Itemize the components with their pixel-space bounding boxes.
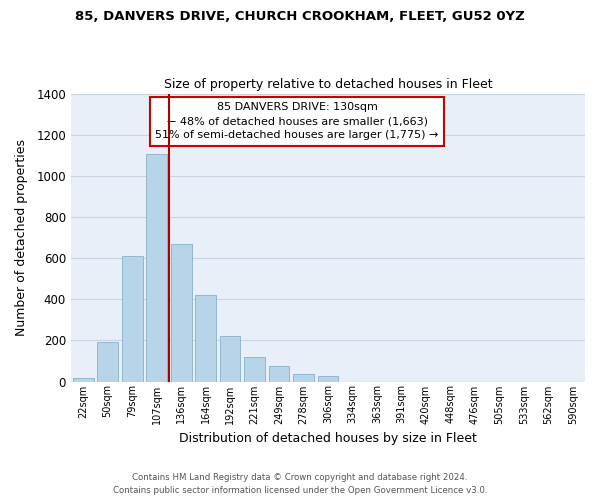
Text: 85 DANVERS DRIVE: 130sqm
← 48% of detached houses are smaller (1,663)
51% of sem: 85 DANVERS DRIVE: 130sqm ← 48% of detach… (155, 102, 439, 140)
Bar (170, 244, 191, 382)
Bar (73, 378, 94, 382)
Text: Contains HM Land Registry data © Crown copyright and database right 2024.
Contai: Contains HM Land Registry data © Crown c… (113, 474, 487, 495)
Bar (244, 357, 265, 382)
Bar (317, 376, 338, 382)
Bar (293, 374, 314, 382)
Bar (195, 295, 216, 382)
Text: 85, DANVERS DRIVE, CHURCH CROOKHAM, FLEET, GU52 0YZ: 85, DANVERS DRIVE, CHURCH CROOKHAM, FLEE… (75, 10, 525, 23)
Bar (97, 342, 118, 382)
Bar (269, 366, 289, 382)
Bar (220, 336, 241, 382)
X-axis label: Distribution of detached houses by size in Fleet: Distribution of detached houses by size … (179, 432, 477, 445)
Bar (146, 154, 167, 382)
Bar (122, 256, 143, 382)
Title: Size of property relative to detached houses in Fleet: Size of property relative to detached ho… (164, 78, 492, 91)
Y-axis label: Number of detached properties: Number of detached properties (15, 139, 28, 336)
